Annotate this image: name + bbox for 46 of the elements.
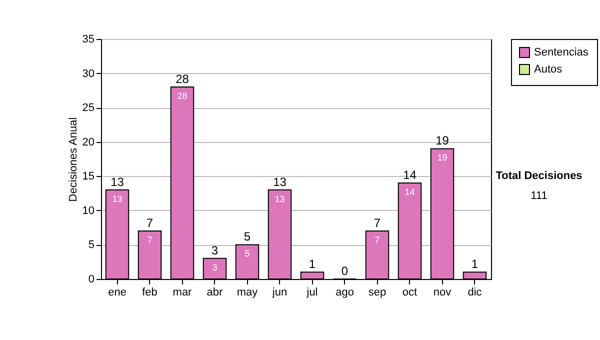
total-label: 28 bbox=[176, 72, 190, 86]
total-label: 19 bbox=[436, 134, 450, 148]
data-label: 3 bbox=[212, 262, 218, 272]
x-tick-label: jun bbox=[271, 286, 288, 298]
total-label: 5 bbox=[244, 230, 251, 244]
total-label: 13 bbox=[110, 174, 124, 189]
x-tick-label: ago bbox=[336, 286, 354, 298]
x-tick-label: sep bbox=[368, 286, 386, 298]
y-tick-label: 10 bbox=[82, 204, 94, 217]
x-tick-label: mar bbox=[172, 286, 192, 298]
data-label: 5 bbox=[244, 248, 250, 259]
y-tick-label: 20 bbox=[82, 136, 94, 148]
x-tick-label: dic bbox=[468, 286, 482, 298]
x-tick-label: ene bbox=[108, 286, 126, 298]
total-label: 1 bbox=[308, 257, 316, 272]
data-label: 7 bbox=[374, 235, 380, 245]
total-label: 0 bbox=[341, 264, 348, 278]
total-label: 7 bbox=[146, 216, 154, 230]
y-tick-label: 25 bbox=[82, 102, 94, 114]
legend-label: Sentencias bbox=[534, 46, 589, 58]
x-tick-label: may bbox=[236, 286, 258, 298]
text: 111 bbox=[530, 190, 548, 202]
x-tick-label: abr bbox=[206, 286, 224, 298]
data-label: 7 bbox=[147, 235, 152, 245]
data-label: 28 bbox=[177, 91, 188, 101]
data-label: 13 bbox=[112, 194, 122, 204]
x-tick-label: jul bbox=[306, 286, 318, 298]
x-tick-label: feb bbox=[142, 286, 158, 298]
y-axis-title: Decisiones Anual bbox=[67, 117, 80, 202]
data-label: 14 bbox=[404, 187, 415, 197]
y-tick-label: 5 bbox=[88, 239, 94, 252]
total-label: 3 bbox=[211, 243, 218, 258]
x-tick-label: nov bbox=[433, 286, 452, 298]
data-label: 19 bbox=[437, 152, 448, 163]
total-label: 1 bbox=[471, 257, 478, 272]
y-tick-label: 15 bbox=[82, 170, 94, 183]
total-label: 14 bbox=[403, 168, 417, 182]
y-tick-label: 30 bbox=[82, 68, 94, 80]
x-tick-label: oct bbox=[402, 286, 418, 298]
total-label: 13 bbox=[273, 174, 287, 189]
legend-label: Autos bbox=[534, 64, 563, 76]
data-label: 13 bbox=[274, 194, 285, 204]
total-label: 7 bbox=[374, 216, 381, 230]
y-tick-label: 35 bbox=[82, 34, 94, 46]
text: Total Decisiones bbox=[496, 170, 582, 182]
y-tick-label: 0 bbox=[88, 274, 94, 286]
